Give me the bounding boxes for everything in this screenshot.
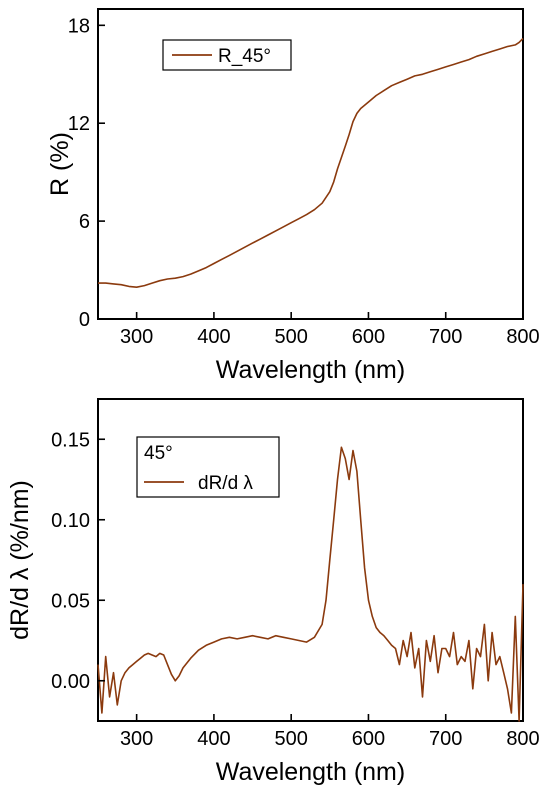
y-tick-label: 0 (79, 309, 90, 331)
x-tick-label: 400 (197, 728, 230, 750)
series-line-r45 (98, 37, 524, 288)
x-tick-label: 300 (120, 326, 153, 348)
x-tick-label: 300 (120, 728, 153, 750)
y-ticks-top: 0 6 12 18 (68, 15, 105, 331)
x-axis-label-bottom: Wavelength (nm) (216, 758, 405, 786)
legend-label-derivative: dR/d λ (198, 473, 253, 494)
x-tick-label: 800 (506, 728, 539, 750)
legend-box-bottom (136, 436, 280, 498)
x-tick-label: 700 (429, 728, 462, 750)
y-tick-label: 18 (68, 15, 90, 37)
x-tick-label: 600 (352, 326, 385, 348)
legend-label-r45: R_45° (218, 46, 271, 67)
x-tick-label: 600 (352, 728, 385, 750)
x-ticks-top: 300 400 500 600 700 800 (120, 312, 540, 348)
y-ticks-bottom: 0.00 0.05 0.10 0.15 (51, 429, 105, 693)
x-tick-label: 800 (506, 326, 539, 348)
x-tick-label: 700 (429, 326, 462, 348)
y-tick-label: 0.00 (51, 671, 90, 693)
plot-frame-top (97, 8, 524, 320)
plot-frame-bottom (97, 398, 524, 722)
panel-derivative: 300 400 500 600 700 800 0.00 0.05 0.10 0.15 Wave… (6, 398, 540, 786)
x-tick-label: 500 (274, 326, 307, 348)
x-tick-label: 500 (274, 728, 307, 750)
y-tick-label: 0.05 (51, 590, 90, 612)
y-tick-label: 0.10 (51, 510, 90, 532)
x-tick-label: 400 (197, 326, 230, 348)
x-axis-label-top: Wavelength (nm) (216, 356, 405, 384)
legend-header-45: 45° (144, 443, 173, 464)
y-axis-label-top: R (%) (46, 132, 74, 196)
y-axis-label-bottom: dR/d λ (%/nm) (6, 480, 34, 640)
series-line-derivative (97, 446, 524, 722)
legend-top: R_45° (162, 39, 292, 71)
x-ticks-bottom: 300 400 500 600 700 800 (120, 714, 540, 750)
panel-reflectance: 300 400 500 600 700 800 0 6 12 18 Wavelength (nm… (46, 8, 540, 384)
y-tick-label: 0.15 (51, 429, 90, 451)
y-tick-label: 12 (68, 113, 90, 135)
y-tick-label: 6 (79, 211, 90, 233)
legend-bottom: 45° dR/d λ (136, 436, 280, 498)
